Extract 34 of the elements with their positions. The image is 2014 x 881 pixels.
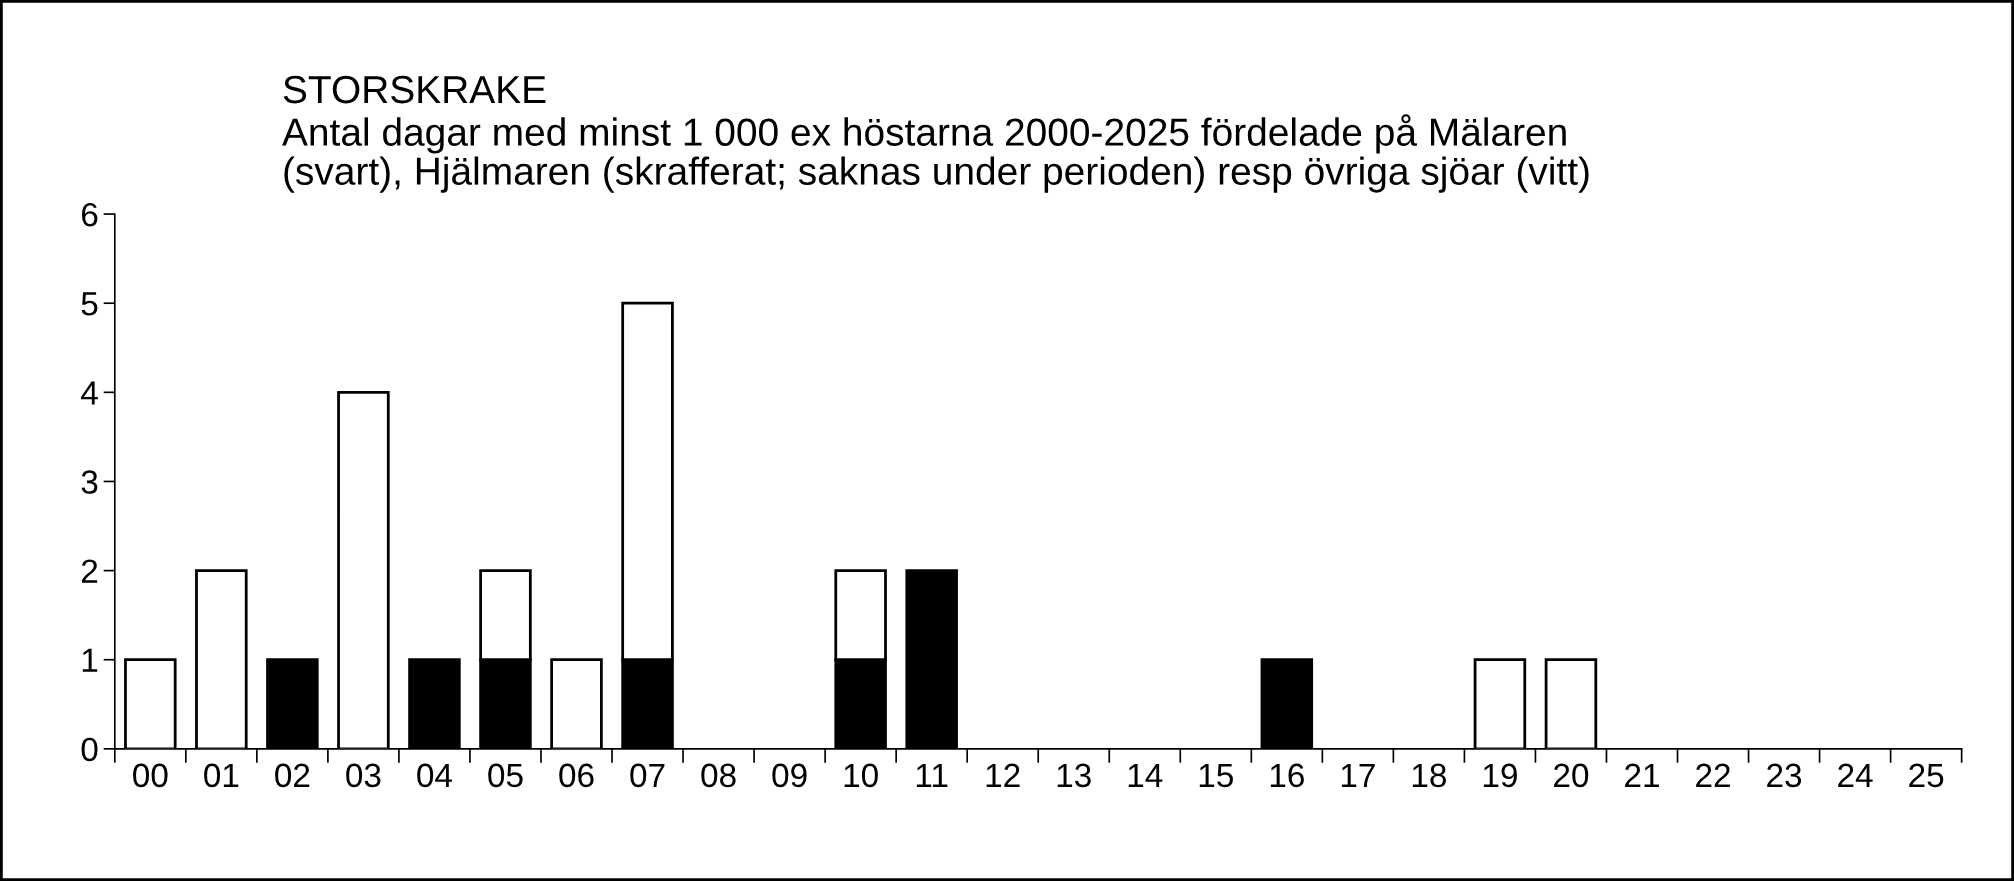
- x-tick-label: 10: [844, 763, 878, 788]
- y-tick-label: 4: [81, 381, 98, 405]
- y-tick-label: 6: [81, 202, 98, 227]
- x-tick-label: 24: [1838, 763, 1873, 787]
- x-tick-label: 08: [701, 763, 736, 788]
- x-tick-label: 23: [1767, 763, 1802, 788]
- x-tick-label: 20: [1554, 763, 1589, 788]
- chart-title: STORSKRAKE Antal dagar med minst 1 000 ex höstarna 2000-2025 fördelade på Mälaren (svart), Hjälmaren (skrafferat; saknas under perioden) resp övriga sjöar (vitt): [282, 75, 1589, 193]
- x-tick-label: 15: [1199, 763, 1233, 788]
- x-tick-label: 07: [630, 763, 665, 788]
- y-tick-label: 3: [81, 470, 98, 494]
- x-tick-label: 03: [346, 763, 381, 788]
- y-tick-label: 1: [82, 648, 98, 672]
- y-tick-label: 0: [81, 737, 98, 762]
- y-tick-label: 5: [81, 292, 98, 316]
- x-tick-label: 06: [559, 763, 594, 788]
- x-tick-label: 13: [1057, 763, 1091, 788]
- x-tick-label: 17: [1341, 763, 1375, 787]
- x-tick-label: 18: [1412, 763, 1446, 788]
- x-tick-label: 22: [1696, 763, 1730, 787]
- x-tick-label: 19: [1483, 763, 1517, 788]
- x-tick-label: 09: [772, 763, 807, 788]
- x-tick-label: 00: [133, 763, 168, 788]
- x-tick-label: 16: [1270, 763, 1304, 788]
- y-tick-label: 2: [81, 559, 98, 583]
- x-tick-label: 04: [417, 763, 453, 788]
- x-tick-label: 01: [204, 763, 239, 788]
- x-tick-label: 14: [1128, 763, 1163, 787]
- x-tick-label: 21: [1625, 763, 1659, 787]
- x-tick-label: 02: [275, 763, 310, 788]
- x-tick-label: 11: [916, 763, 948, 787]
- x-tick-label: 05: [488, 763, 523, 788]
- x-tick-label: 25: [1909, 763, 1944, 788]
- x-tick-label: 12: [986, 763, 1020, 787]
